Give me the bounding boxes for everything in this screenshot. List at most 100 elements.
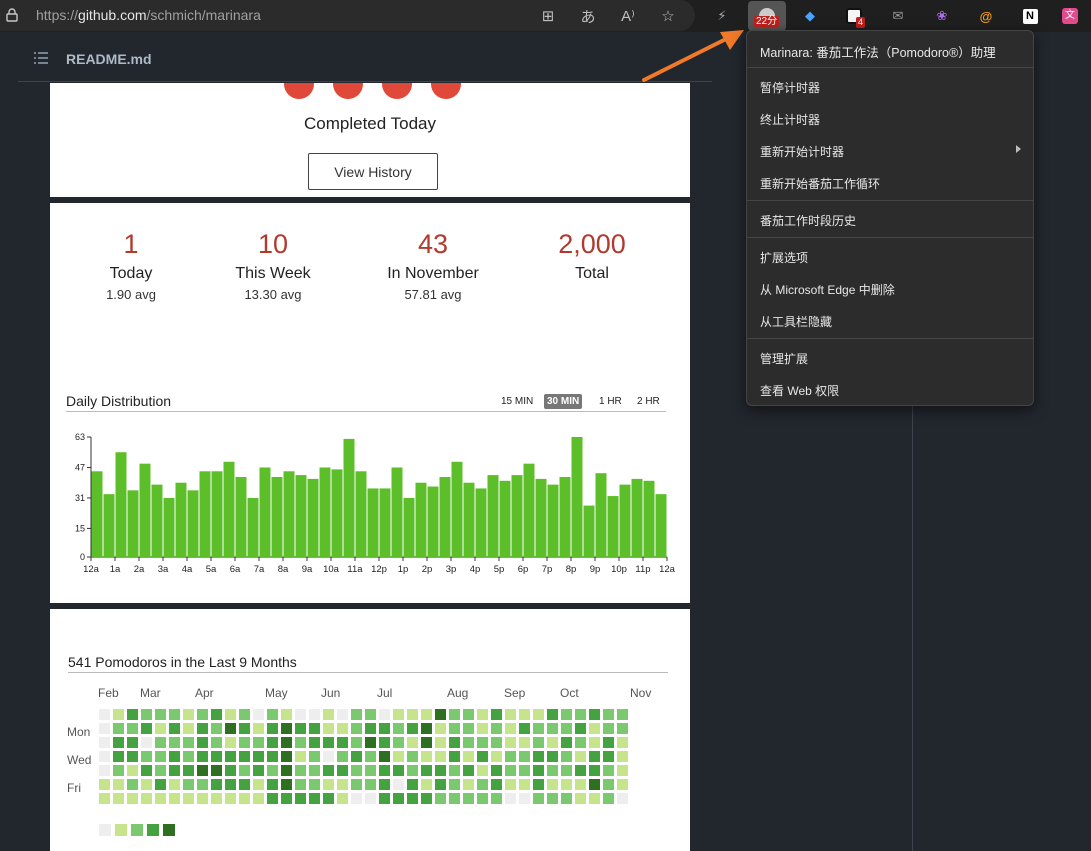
heatmap-cell[interactable] — [155, 751, 166, 762]
heatmap-cell[interactable] — [589, 765, 600, 776]
heatmap-cell[interactable] — [155, 779, 166, 790]
heatmap-cell[interactable] — [239, 765, 250, 776]
heatmap-cell[interactable] — [337, 737, 348, 748]
heatmap-cell[interactable] — [393, 751, 404, 762]
heatmap-cell[interactable] — [603, 765, 614, 776]
heatmap-cell[interactable] — [491, 737, 502, 748]
range-2-hr[interactable]: 2 HR — [637, 396, 660, 407]
heatmap-cell[interactable] — [211, 737, 222, 748]
heatmap-cell[interactable] — [281, 737, 292, 748]
heatmap-cell[interactable] — [141, 779, 152, 790]
heatmap-cell[interactable] — [435, 709, 446, 720]
range-1-hr[interactable]: 1 HR — [599, 396, 622, 407]
heatmap-cell[interactable] — [519, 709, 530, 720]
heatmap-cell[interactable] — [407, 751, 418, 762]
brain-extension-icon[interactable]: ❀ — [936, 8, 948, 23]
heatmap-cell[interactable] — [547, 723, 558, 734]
heatmap-cell[interactable] — [379, 765, 390, 776]
heatmap-cell[interactable] — [589, 793, 600, 804]
heatmap-cell[interactable] — [589, 709, 600, 720]
heatmap-cell[interactable] — [281, 793, 292, 804]
heatmap-cell[interactable] — [463, 737, 474, 748]
heatmap-cell[interactable] — [393, 737, 404, 748]
heatmap-cell[interactable] — [575, 793, 586, 804]
heatmap-cell[interactable] — [547, 779, 558, 790]
heatmap-cell[interactable] — [519, 779, 530, 790]
heatmap-cell[interactable] — [309, 709, 320, 720]
heatmap-cell[interactable] — [141, 709, 152, 720]
heatmap-cell[interactable] — [421, 779, 432, 790]
heatmap-cell[interactable] — [253, 737, 264, 748]
heatmap-cell[interactable] — [169, 779, 180, 790]
heatmap-cell[interactable] — [561, 765, 572, 776]
heatmap-cell[interactable] — [519, 723, 530, 734]
heatmap-cell[interactable] — [533, 723, 544, 734]
heatmap-cell[interactable] — [225, 709, 236, 720]
view-history-button[interactable]: View History — [308, 153, 438, 190]
heatmap-cell[interactable] — [379, 779, 390, 790]
heatmap-cell[interactable] — [449, 793, 460, 804]
heatmap-cell[interactable] — [477, 737, 488, 748]
heatmap-cell[interactable] — [267, 793, 278, 804]
heatmap-cell[interactable] — [505, 709, 516, 720]
heatmap-cell[interactable] — [309, 793, 320, 804]
heatmap-cell[interactable] — [561, 793, 572, 804]
heatmap-cell[interactable] — [197, 751, 208, 762]
heatmap-cell[interactable] — [323, 709, 334, 720]
heatmap-cell[interactable] — [169, 765, 180, 776]
heatmap-cell[interactable] — [127, 723, 138, 734]
menu-item-stop-timer[interactable]: 终止计时器 — [760, 113, 821, 127]
heatmap-cell[interactable] — [99, 793, 110, 804]
menu-item-options[interactable]: 扩展选项 — [760, 251, 809, 265]
heatmap-cell[interactable] — [603, 751, 614, 762]
heatmap-cell[interactable] — [575, 737, 586, 748]
heatmap-cell[interactable] — [603, 737, 614, 748]
heatmap-cell[interactable] — [421, 709, 432, 720]
heatmap-cell[interactable] — [127, 737, 138, 748]
heatmap-cell[interactable] — [463, 765, 474, 776]
heatmap-cell[interactable] — [449, 779, 460, 790]
heatmap-cell[interactable] — [323, 723, 334, 734]
heatmap-cell[interactable] — [197, 765, 208, 776]
heatmap-cell[interactable] — [505, 737, 516, 748]
heatmap-cell[interactable] — [337, 709, 348, 720]
heatmap-cell[interactable] — [533, 793, 544, 804]
heatmap-cell[interactable] — [463, 723, 474, 734]
heatmap-cell[interactable] — [127, 765, 138, 776]
heatmap-cell[interactable] — [421, 793, 432, 804]
heatmap-cell[interactable] — [197, 779, 208, 790]
heatmap-cell[interactable] — [99, 737, 110, 748]
heatmap-cell[interactable] — [477, 793, 488, 804]
heatmap-cell[interactable] — [155, 765, 166, 776]
heatmap-cell[interactable] — [197, 737, 208, 748]
heatmap-cell[interactable] — [183, 709, 194, 720]
heatmap-cell[interactable] — [323, 737, 334, 748]
heatmap-cell[interactable] — [267, 765, 278, 776]
apps-icon[interactable]: ⊞ — [541, 8, 555, 25]
heatmap-cell[interactable] — [197, 709, 208, 720]
heatmap-cell[interactable] — [379, 793, 390, 804]
heatmap-cell[interactable] — [113, 737, 124, 748]
heatmap-cell[interactable] — [575, 779, 586, 790]
heatmap-cell[interactable] — [533, 751, 544, 762]
heatmap-cell[interactable] — [449, 765, 460, 776]
heatmap-cell[interactable] — [169, 709, 180, 720]
heatmap-cell[interactable] — [295, 709, 306, 720]
heatmap-cell[interactable] — [491, 779, 502, 790]
heatmap-cell[interactable] — [267, 751, 278, 762]
heatmap-cell[interactable] — [225, 723, 236, 734]
heatmap-cell[interactable] — [295, 793, 306, 804]
heatmap-cell[interactable] — [183, 751, 194, 762]
heatmap-cell[interactable] — [435, 765, 446, 776]
heatmap-cell[interactable] — [197, 723, 208, 734]
heatmap-cell[interactable] — [491, 793, 502, 804]
heatmap-cell[interactable] — [351, 737, 362, 748]
heatmap-cell[interactable] — [547, 793, 558, 804]
heatmap-cell[interactable] — [239, 709, 250, 720]
heatmap-cell[interactable] — [505, 765, 516, 776]
heatmap-cell[interactable] — [365, 751, 376, 762]
heatmap-cell[interactable] — [351, 723, 362, 734]
heatmap-cell[interactable] — [141, 723, 152, 734]
heatmap-cell[interactable] — [253, 765, 264, 776]
heatmap-cell[interactable] — [617, 751, 628, 762]
